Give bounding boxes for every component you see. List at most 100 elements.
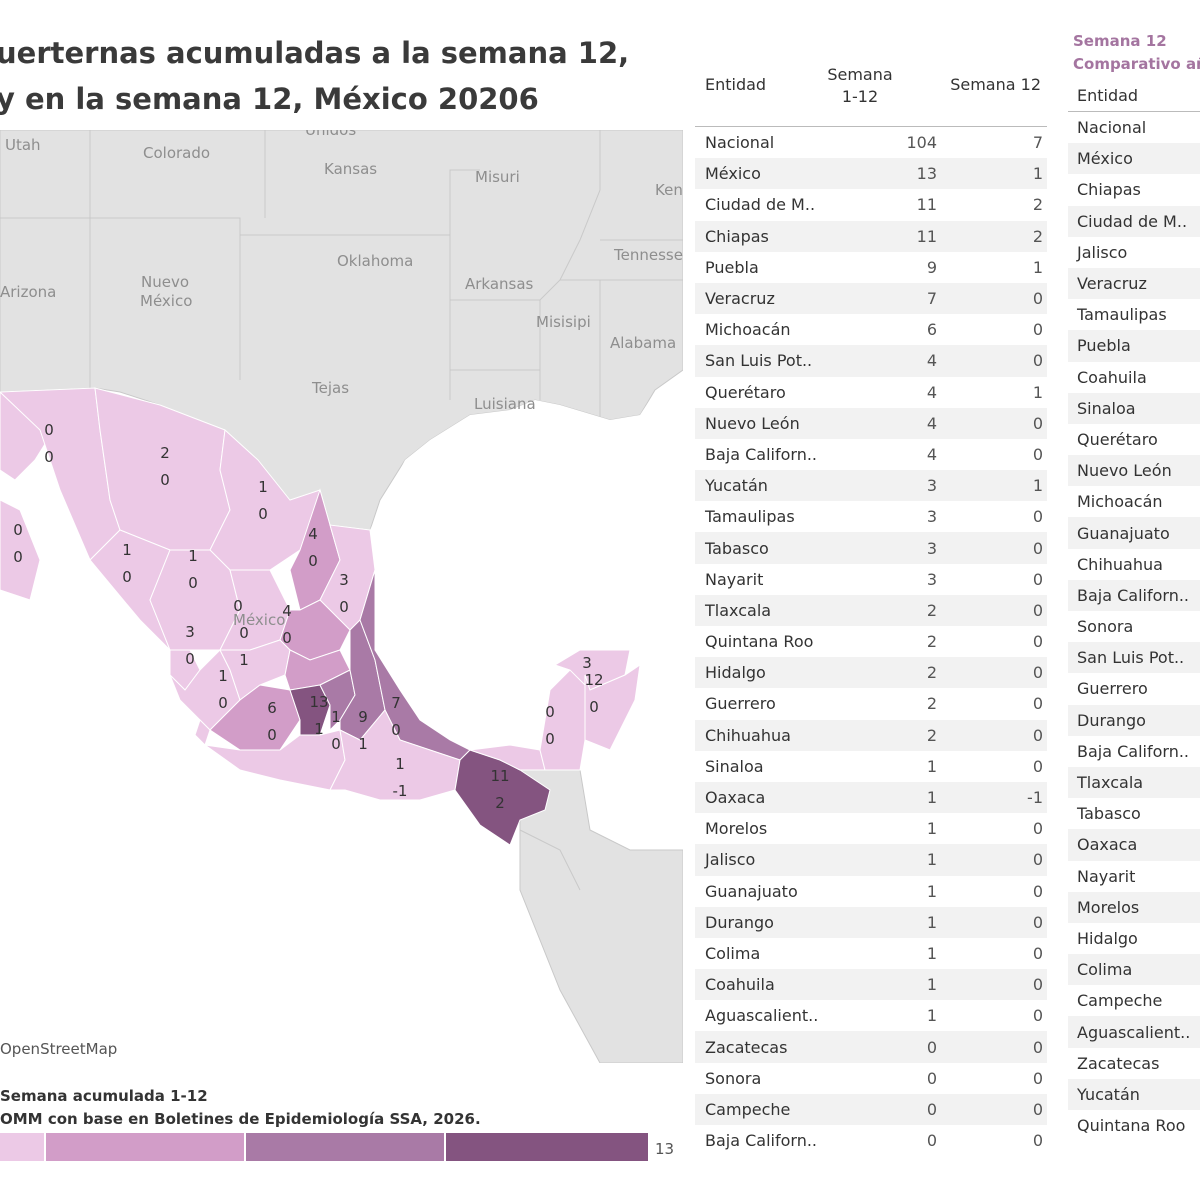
row-value-acumulado: 2 <box>926 632 937 652</box>
row-value-acumulado: 2 <box>926 663 937 683</box>
map-label-ken: Ken <box>655 181 683 199</box>
table-row[interactable]: Quintana Roo <box>1068 1110 1200 1141</box>
row-entity-name: Chihuahua <box>705 725 791 745</box>
table-row[interactable]: Ciudad de M.. <box>1068 205 1200 237</box>
table-row[interactable]: Veracruz <box>1068 267 1200 300</box>
row-value-semana: 1 <box>1032 257 1043 277</box>
table-row[interactable]: Yucatán <box>1068 1078 1200 1110</box>
entity-table-header: Entidad Semana 1-12 Semana 12 <box>695 60 1047 127</box>
table-row[interactable]: México 13 1 <box>695 158 1047 190</box>
table-row[interactable]: Chiapas <box>1068 174 1200 205</box>
table-row[interactable]: Puebla 9 1 <box>695 252 1047 283</box>
table-row[interactable]: Sinaloa <box>1068 392 1200 424</box>
comparison-table-body: Nacional México Chiapas Ciudad de M.. Jalisc… <box>1068 112 1200 1141</box>
table-row[interactable]: Baja Californ.. <box>1068 579 1200 611</box>
table-row[interactable]: Hidalgo <box>1068 923 1200 954</box>
table-row[interactable]: Guanajuato <box>1068 517 1200 549</box>
comparison-table: Semana 12 Comparativo añ Entidad Naciona… <box>1068 30 1200 1141</box>
table-row[interactable]: Veracruz 7 0 <box>695 282 1047 315</box>
comparison-col-entidad[interactable]: Entidad <box>1068 81 1200 112</box>
table-row[interactable]: San Luis Pot.. 4 0 <box>695 345 1047 377</box>
table-row[interactable]: Querétaro 4 1 <box>695 377 1047 408</box>
table-row[interactable]: Guanajuato 1 0 <box>695 876 1047 907</box>
row-value-semana: 0 <box>1032 694 1043 714</box>
table-row[interactable]: Morelos <box>1068 891 1200 923</box>
table-row[interactable]: Aguascalient.. 1 0 <box>695 1000 1047 1031</box>
table-row[interactable]: Tabasco <box>1068 798 1200 829</box>
table-row[interactable]: Nayarit <box>1068 861 1200 892</box>
row-entity-name: Zacatecas <box>705 1037 788 1057</box>
row-value-semana: 0 <box>1032 569 1043 589</box>
row-value-acumulado: 1 <box>926 912 937 932</box>
table-row[interactable]: Nuevo León 4 0 <box>695 407 1047 439</box>
row-entity-name: Nuevo León <box>705 413 800 433</box>
col-semana-12[interactable]: Semana 12 <box>950 75 1041 94</box>
table-row[interactable]: San Luis Pot.. <box>1068 642 1200 674</box>
state-value-semana: 1 <box>239 651 249 669</box>
table-row[interactable]: Ciudad de M.. 11 2 <box>695 189 1047 220</box>
table-row[interactable]: Durango 1 0 <box>695 906 1047 938</box>
table-row[interactable]: Zacatecas <box>1068 1048 1200 1079</box>
table-row[interactable]: Yucatán 3 1 <box>695 470 1047 502</box>
table-row[interactable]: Michoacán <box>1068 486 1200 517</box>
table-row[interactable]: Coahuila 1 0 <box>695 969 1047 1001</box>
table-row[interactable]: Aguascalient.. <box>1068 1016 1200 1048</box>
table-row[interactable]: Chihuahua 2 0 <box>695 719 1047 751</box>
table-row[interactable]: Nacional 104 7 <box>695 127 1047 158</box>
table-row[interactable]: México <box>1068 143 1200 175</box>
row-value-acumulado: 2 <box>926 600 937 620</box>
table-row[interactable]: Baja Californ.. <box>1068 736 1200 767</box>
row-value-acumulado: 1 <box>926 1006 937 1026</box>
table-row[interactable]: Guerrero <box>1068 673 1200 704</box>
table-row[interactable]: Colima 1 0 <box>695 938 1047 969</box>
table-row[interactable]: Chihuahua <box>1068 549 1200 580</box>
row-value-semana: 0 <box>1032 756 1043 776</box>
table-row[interactable]: Sonora <box>1068 611 1200 642</box>
table-row[interactable]: Tlaxcala <box>1068 766 1200 799</box>
table-row[interactable]: Chiapas 11 2 <box>695 220 1047 252</box>
table-row[interactable]: Querétaro <box>1068 424 1200 455</box>
table-row[interactable]: Campeche <box>1068 985 1200 1016</box>
table-row[interactable]: Campeche 0 0 <box>695 1093 1047 1125</box>
row-value-acumulado: 104 <box>906 133 937 153</box>
table-row[interactable]: Nayarit 3 0 <box>695 564 1047 595</box>
table-row[interactable]: Sinaloa 1 0 <box>695 751 1047 782</box>
col-entidad[interactable]: Entidad <box>705 75 767 94</box>
row-value-acumulado: 2 <box>926 725 937 745</box>
table-row[interactable]: Oaxaca <box>1068 829 1200 861</box>
row-entity-name: Jalisco <box>705 850 756 870</box>
col-semana-1-12[interactable]: Semana 1-12 <box>827 65 893 106</box>
table-row[interactable]: Hidalgo 2 0 <box>695 657 1047 689</box>
row-value-acumulado: 1 <box>926 850 937 870</box>
table-row[interactable]: Quintana Roo 2 0 <box>695 626 1047 657</box>
table-row[interactable]: Coahuila <box>1068 362 1200 393</box>
map-attribution[interactable]: OpenStreetMap <box>0 1038 122 1060</box>
table-row[interactable]: Tlaxcala 2 0 <box>695 594 1047 626</box>
table-row[interactable]: Colima <box>1068 954 1200 986</box>
choropleth-map[interactable]: Unidos Utah Colorado Kansas Misuri Ken O… <box>0 130 683 1063</box>
table-row[interactable]: Guerrero 2 0 <box>695 688 1047 719</box>
table-row[interactable]: Nuevo León <box>1068 455 1200 487</box>
table-row[interactable]: Sonora 0 0 <box>695 1063 1047 1094</box>
state-value-acumulado: 4 <box>282 602 292 620</box>
state-value-acumulado: 1 <box>122 541 132 559</box>
table-row[interactable]: Baja Californ.. 0 0 <box>695 1125 1047 1156</box>
table-row[interactable]: Morelos 1 0 <box>695 813 1047 844</box>
table-row[interactable]: Oaxaca 1 -1 <box>695 781 1047 814</box>
table-row[interactable]: Michoacán 6 0 <box>695 314 1047 345</box>
table-row[interactable]: Nacional <box>1068 112 1200 143</box>
table-row[interactable]: Zacatecas 0 0 <box>695 1031 1047 1063</box>
row-entity-name: Sonora <box>1077 617 1134 637</box>
state-value-acumulado: 13 <box>309 693 328 711</box>
color-legend <box>0 1133 648 1161</box>
table-row[interactable]: Jalisco <box>1068 237 1200 268</box>
legend-title: Semana acumulada 1-12 <box>0 1087 208 1105</box>
row-value-semana: -1 <box>1027 788 1043 808</box>
table-row[interactable]: Puebla <box>1068 330 1200 362</box>
table-row[interactable]: Tamaulipas 3 0 <box>695 501 1047 532</box>
table-row[interactable]: Tabasco 3 0 <box>695 532 1047 564</box>
table-row[interactable]: Jalisco 1 0 <box>695 844 1047 876</box>
table-row[interactable]: Durango <box>1068 704 1200 736</box>
table-row[interactable]: Baja Californ.. 4 0 <box>695 439 1047 470</box>
table-row[interactable]: Tamaulipas <box>1068 299 1200 330</box>
